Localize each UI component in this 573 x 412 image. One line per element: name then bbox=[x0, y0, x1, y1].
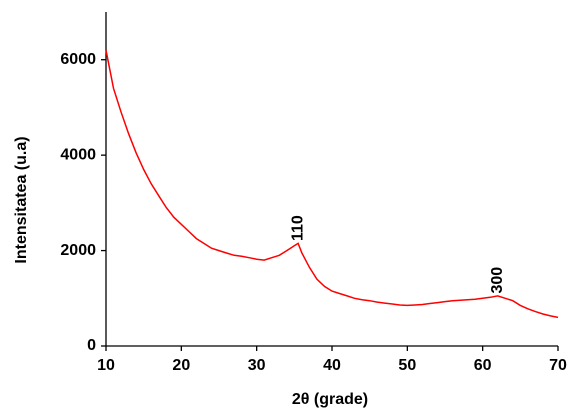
y-tick-label: 6000 bbox=[60, 51, 96, 68]
y-tick-label: 2000 bbox=[60, 242, 96, 259]
x-tick-label: 10 bbox=[97, 357, 115, 374]
y-tick-label: 0 bbox=[87, 337, 96, 354]
y-axis-label: Intensitatea (u.a) bbox=[13, 136, 30, 263]
peak-annotation: 110 bbox=[289, 215, 306, 241]
y-tick-label: 4000 bbox=[60, 146, 96, 163]
x-tick-label: 50 bbox=[398, 357, 416, 374]
peak-annotation: 300 bbox=[489, 267, 506, 294]
x-tick-label: 70 bbox=[549, 357, 567, 374]
x-tick-label: 60 bbox=[474, 357, 492, 374]
data-line bbox=[105, 50, 559, 319]
x-tick-label: 40 bbox=[323, 357, 341, 374]
x-axis-label: 2θ (grade) bbox=[292, 391, 368, 408]
x-tick-label: 20 bbox=[172, 357, 190, 374]
x-tick-label: 30 bbox=[248, 357, 266, 374]
